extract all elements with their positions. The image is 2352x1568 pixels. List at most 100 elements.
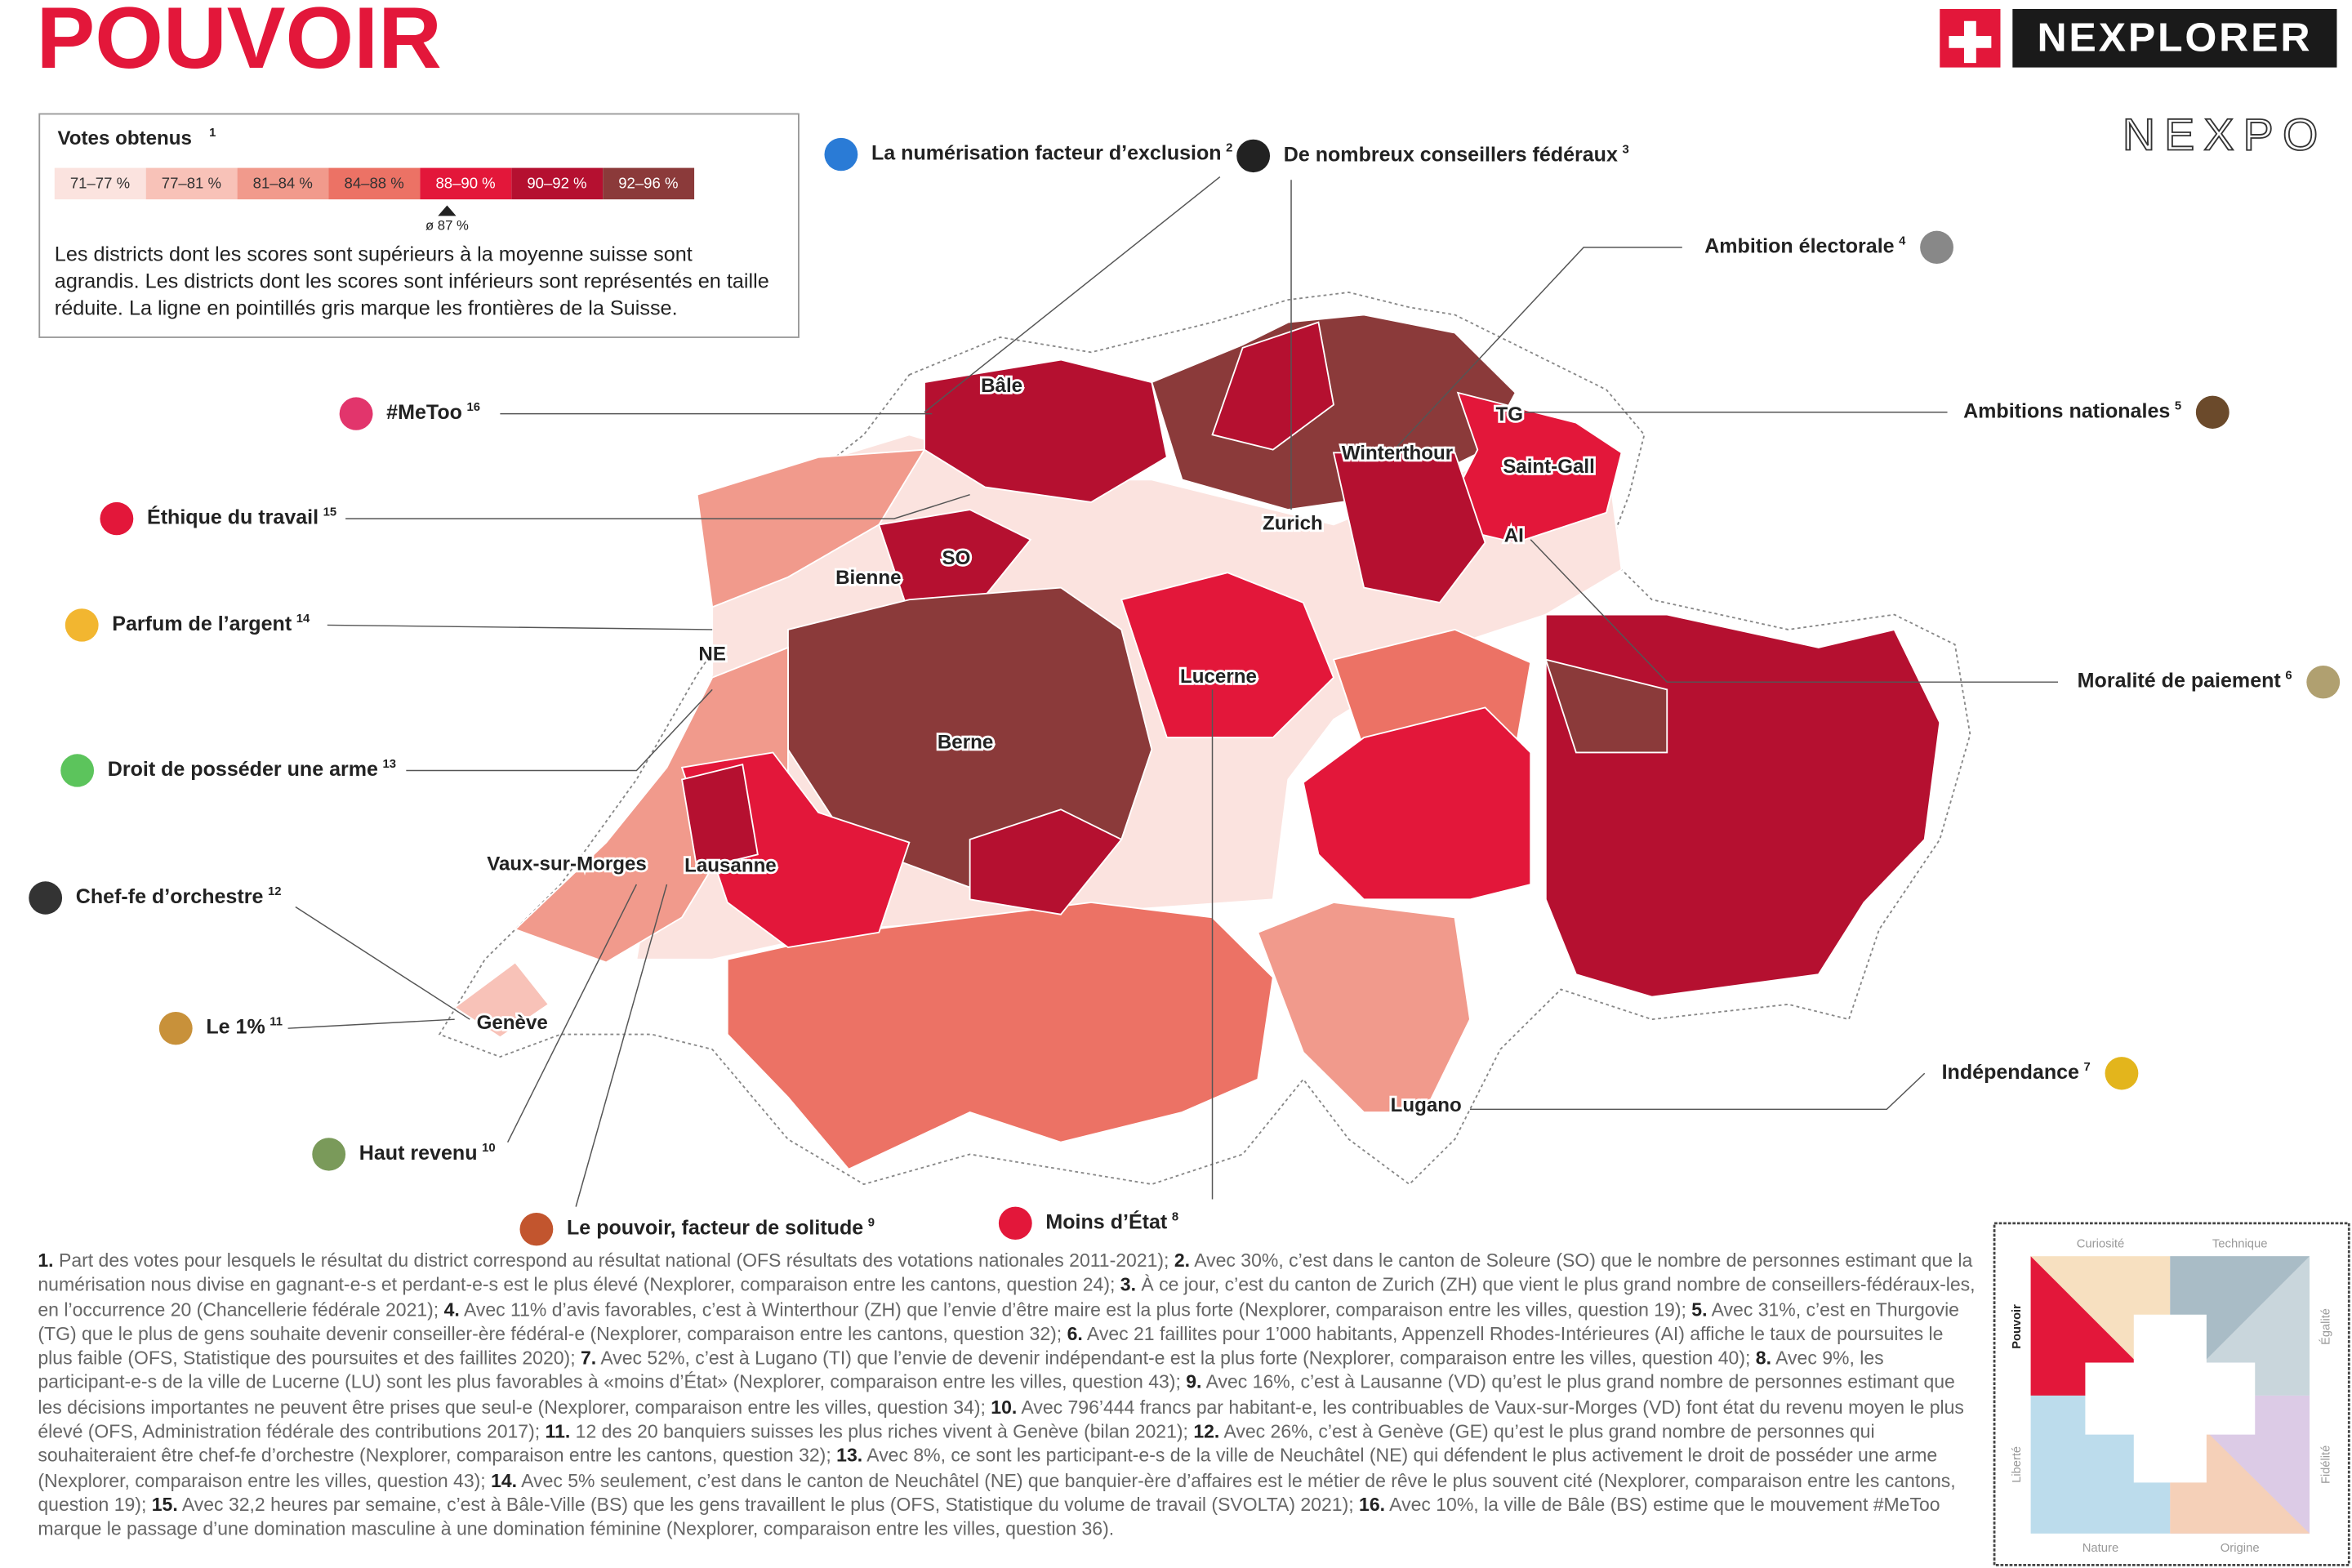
footnote-number: 3. xyxy=(1120,1274,1136,1296)
region xyxy=(1438,391,1623,544)
callout-icon xyxy=(1920,230,1953,265)
footnotes: 1. Part des votes pour lesquels le résul… xyxy=(38,1249,1977,1542)
compass-label: Origine xyxy=(2221,1542,2260,1555)
footnote-text: Avec 31%, c’est en Thurgovie (TG) que le… xyxy=(38,1298,1959,1345)
callout-label: Éthique du travail xyxy=(147,506,318,529)
callout-label: La numérisation facteur d’exclusion xyxy=(871,142,1222,165)
callout-label: #MeToo xyxy=(386,401,462,424)
footnote-text: À ce jour, c’est du canton de Zurich (ZH… xyxy=(38,1274,1976,1321)
region xyxy=(1332,452,1486,604)
leader-line xyxy=(406,688,713,772)
compass-cross xyxy=(2085,1314,2256,1483)
callout-label: Moralité de paiement xyxy=(2078,670,2281,693)
footnote-text: Avec 5% seulement, c’est dans le canton … xyxy=(38,1470,1956,1516)
region xyxy=(924,359,1168,503)
city-label: TG xyxy=(1496,403,1523,425)
footnote-number: 2. xyxy=(1174,1250,1191,1272)
callout-label: Le 1% xyxy=(206,1016,265,1039)
region xyxy=(1257,902,1471,1113)
leader-line xyxy=(924,176,1221,413)
region xyxy=(1302,706,1532,901)
leader-lines xyxy=(287,176,2058,1207)
legend-swatch xyxy=(145,167,238,200)
callout-icon xyxy=(312,1138,346,1171)
logo-text: NEXPLORER xyxy=(2037,15,2312,60)
compass-label: Curiosité xyxy=(2077,1237,2125,1250)
footnote-number: 7. xyxy=(581,1348,597,1370)
legend-swatch xyxy=(237,167,329,200)
legend-swatch xyxy=(328,167,421,200)
average-label: ø 87 % xyxy=(425,218,469,234)
region xyxy=(514,646,789,964)
leader-line xyxy=(345,494,970,519)
legend-description-box: Les districts dont les scores sont supér… xyxy=(54,243,769,319)
leader-line xyxy=(287,1018,455,1029)
region xyxy=(1544,658,1668,754)
city-label: Lugano xyxy=(1391,1094,1462,1116)
callout-icon xyxy=(2306,665,2341,699)
callout-icon xyxy=(158,1012,193,1045)
average-marker xyxy=(438,205,457,216)
compass-label: Égalité xyxy=(2319,1308,2332,1345)
legend-swatch xyxy=(603,167,695,200)
compass-label: Nature xyxy=(2082,1542,2119,1555)
callout-label: Ambitions nationales xyxy=(1963,399,2170,422)
compass-label: Liberté xyxy=(2011,1446,2024,1483)
city-label: SO xyxy=(942,547,971,569)
title: POUVOIR xyxy=(37,0,442,87)
leader-line xyxy=(327,624,713,630)
footnote-text: Avec 10%, la ville de Bâle (BS) estime q… xyxy=(38,1494,1940,1540)
footnote-text: Avec 16%, c’est à Lausanne (VD) qu’est l… xyxy=(38,1372,1955,1419)
legend-label: 90–92 % xyxy=(527,175,586,192)
brand-mark: NEXPO xyxy=(2123,109,2328,160)
swiss-border xyxy=(438,292,1971,1186)
city-label: Genève xyxy=(477,1012,548,1034)
callout-label: Droit de posséder une arme xyxy=(108,758,378,781)
legend-scale: 71–77 % 77–81 % 81–84 % 84–88 % 88–90 % 90–92… xyxy=(54,167,695,200)
callout-note: 15 xyxy=(323,506,337,519)
footnote-number: 12. xyxy=(1193,1421,1220,1442)
legend-label: 84–88 % xyxy=(345,175,404,192)
callout-note: 4 xyxy=(1899,234,1906,247)
callout-label: Moins d’État xyxy=(1045,1209,1167,1233)
callout-label: Indépendance xyxy=(1942,1061,2079,1084)
city-label: AI xyxy=(1504,525,1524,547)
callout-note: 6 xyxy=(2285,670,2292,683)
compass-label: Technique xyxy=(2212,1237,2268,1250)
city-label: Vaux-sur-Morges xyxy=(487,853,647,875)
city-label: Berne xyxy=(938,732,993,754)
callout-icon xyxy=(519,1212,554,1246)
callout-icon xyxy=(998,1206,1032,1241)
logo-cross xyxy=(1949,20,1992,64)
callout-icon xyxy=(1236,139,1271,173)
callout-icon xyxy=(65,608,99,642)
callout-icon xyxy=(2195,395,2230,429)
callout-icon xyxy=(339,397,373,430)
legend-box xyxy=(38,113,800,338)
footnote-text: Avec 32,2 heures par semaine, c’est à Bâ… xyxy=(181,1494,1354,1516)
city-label: Lucerne xyxy=(1180,666,1257,688)
callout-note: 8 xyxy=(1172,1210,1178,1223)
callout-note: 3 xyxy=(1622,144,1628,157)
callout-icon xyxy=(60,754,95,787)
region xyxy=(726,902,1274,1170)
callout-note: 14 xyxy=(296,612,310,626)
city-label: Bienne xyxy=(835,567,901,589)
legend-label: 81–84 % xyxy=(253,175,313,192)
city-label: Saint-Gall xyxy=(1503,456,1595,478)
callout-label: Ambition électorale xyxy=(1704,235,1894,258)
legend-description: Les districts dont les scores sont supér… xyxy=(54,243,769,319)
leader-line xyxy=(1393,247,1682,451)
city-label: Bâle xyxy=(981,375,1022,397)
legend-title: Votes obtenus xyxy=(58,127,192,149)
region xyxy=(1120,572,1335,739)
region xyxy=(453,961,550,1039)
callout-label: Le pouvoir, facteur de solitude xyxy=(567,1217,863,1240)
leader-line xyxy=(1470,1072,1926,1111)
callout-icon xyxy=(824,137,858,172)
footnote-number: 8. xyxy=(1755,1348,1771,1370)
callout-note: 5 xyxy=(2175,399,2181,412)
leader-line xyxy=(1530,539,2058,683)
footnote-number: 6. xyxy=(1067,1323,1083,1345)
